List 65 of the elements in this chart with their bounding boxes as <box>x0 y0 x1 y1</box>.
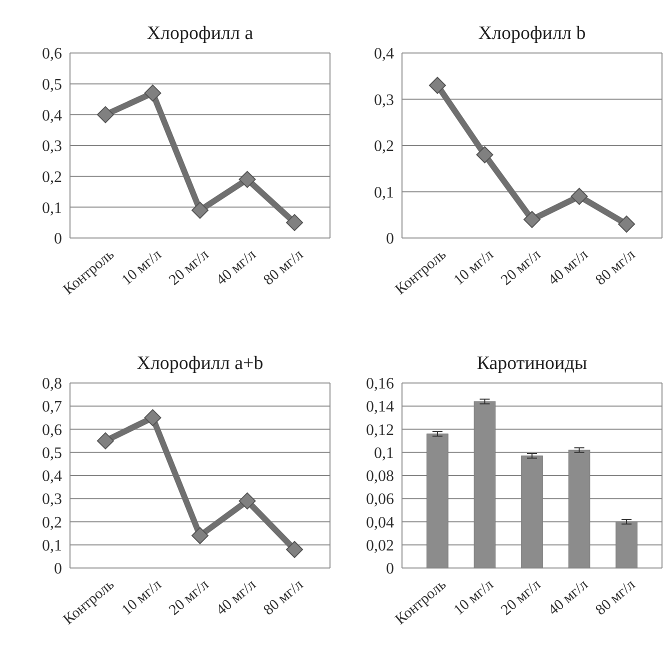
x-tick-label: 10 мг/л <box>451 576 498 619</box>
x-tick-label: 20 мг/л <box>166 246 212 289</box>
x-tick-label: 10 мг/л <box>119 246 166 289</box>
y-tick-label: 0,3 <box>42 138 62 156</box>
chart-title: Каротиноиды <box>476 353 588 374</box>
y-tick-label: 0,08 <box>366 468 394 486</box>
y-tick-label: 0,1 <box>42 200 62 217</box>
y-tick-label: 0,5 <box>42 444 62 462</box>
point <box>286 541 304 558</box>
y-tick-label: 0,1 <box>42 537 62 554</box>
point <box>524 211 540 228</box>
x-tick-label: 40 мг/л <box>214 246 260 289</box>
point <box>144 84 162 102</box>
y-tick-label: 0 <box>54 560 62 578</box>
y-tick-label: 0,2 <box>374 138 394 156</box>
y-tick-label: 0,04 <box>366 514 394 532</box>
chart-title: Хлорофилл a <box>146 23 254 44</box>
y-tick-label: 0,2 <box>42 168 62 186</box>
point <box>238 170 256 188</box>
y-tick-label: 0 <box>386 230 394 248</box>
y-tick-label: 0,4 <box>374 46 394 63</box>
x-tick-label: 80 мг/л <box>260 246 307 289</box>
y-tick-label: 0,2 <box>42 514 62 532</box>
y-tick-label: 0,6 <box>42 422 62 439</box>
x-tick-label: 40 мг/л <box>546 576 592 619</box>
point <box>96 106 114 124</box>
x-tick-label: 40 мг/л <box>546 246 592 289</box>
chart-title: Хлорофилл a+b <box>136 353 264 374</box>
chart-title: Хлорофилл b <box>478 23 586 44</box>
x-tick-label: 20 мг/л <box>498 246 544 289</box>
point <box>570 188 588 205</box>
y-tick-label: 0,4 <box>42 107 62 124</box>
x-tick-label: 20 мг/л <box>166 576 212 619</box>
y-tick-label: 0,1 <box>374 444 394 462</box>
point <box>144 409 162 426</box>
point <box>428 76 446 94</box>
y-tick-label: 0,02 <box>366 537 394 554</box>
y-tick-label: 0,6 <box>42 46 62 63</box>
point <box>96 432 114 450</box>
point <box>618 216 636 233</box>
x-tick-label: 40 мг/л <box>214 576 260 619</box>
point <box>476 146 494 164</box>
x-tick-label: 20 мг/л <box>498 576 544 619</box>
point <box>286 214 304 232</box>
y-tick-label: 0,16 <box>366 376 394 393</box>
x-tick-label: 80 мг/л <box>592 576 639 619</box>
y-tick-label: 0,3 <box>374 92 394 109</box>
x-tick-label: 80 мг/л <box>260 576 307 619</box>
point <box>238 492 256 510</box>
y-tick-label: 0,8 <box>42 376 62 393</box>
point <box>192 202 208 219</box>
y-tick-label: 0 <box>386 560 394 578</box>
y-tick-label: 0,5 <box>42 76 62 94</box>
x-tick-label: 10 мг/л <box>119 576 166 619</box>
y-tick-label: 0,12 <box>366 422 394 439</box>
point <box>192 527 208 544</box>
y-tick-label: 0,14 <box>366 398 394 416</box>
y-tick-label: 0,06 <box>366 491 394 508</box>
y-tick-label: 0 <box>54 230 62 248</box>
y-tick-label: 0,3 <box>42 491 62 508</box>
y-tick-label: 0,4 <box>42 468 62 486</box>
y-tick-label: 0,1 <box>374 184 394 202</box>
x-tick-label: 80 мг/л <box>592 246 639 289</box>
x-tick-label: 10 мг/л <box>451 246 498 289</box>
y-tick-label: 0,7 <box>42 398 62 416</box>
